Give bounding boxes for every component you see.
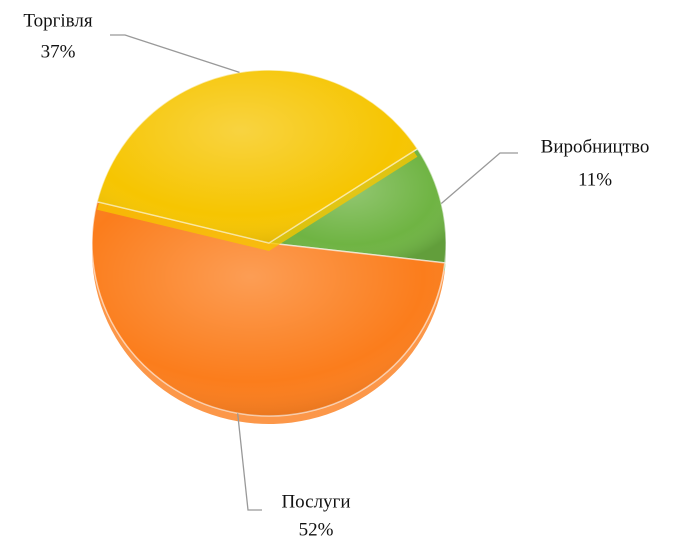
- leader-line: [110, 34, 240, 74]
- category-label: Послуги: [281, 491, 350, 512]
- slice-shine: [91, 201, 445, 417]
- slice-shine: [97, 70, 418, 243]
- slice-shine: [269, 148, 446, 263]
- pie: [91, 69, 447, 425]
- category-label: Виробництво: [541, 136, 650, 157]
- value-label: 37%: [41, 41, 76, 62]
- labels: Виробництво 11% Послуги 52% Торгівля 37%: [23, 10, 649, 540]
- value-label: 52%: [299, 519, 334, 540]
- value-label: 11%: [578, 169, 612, 190]
- leader-line: [440, 152, 518, 204]
- category-label: Торгівля: [23, 10, 92, 31]
- leader-line: [237, 413, 262, 511]
